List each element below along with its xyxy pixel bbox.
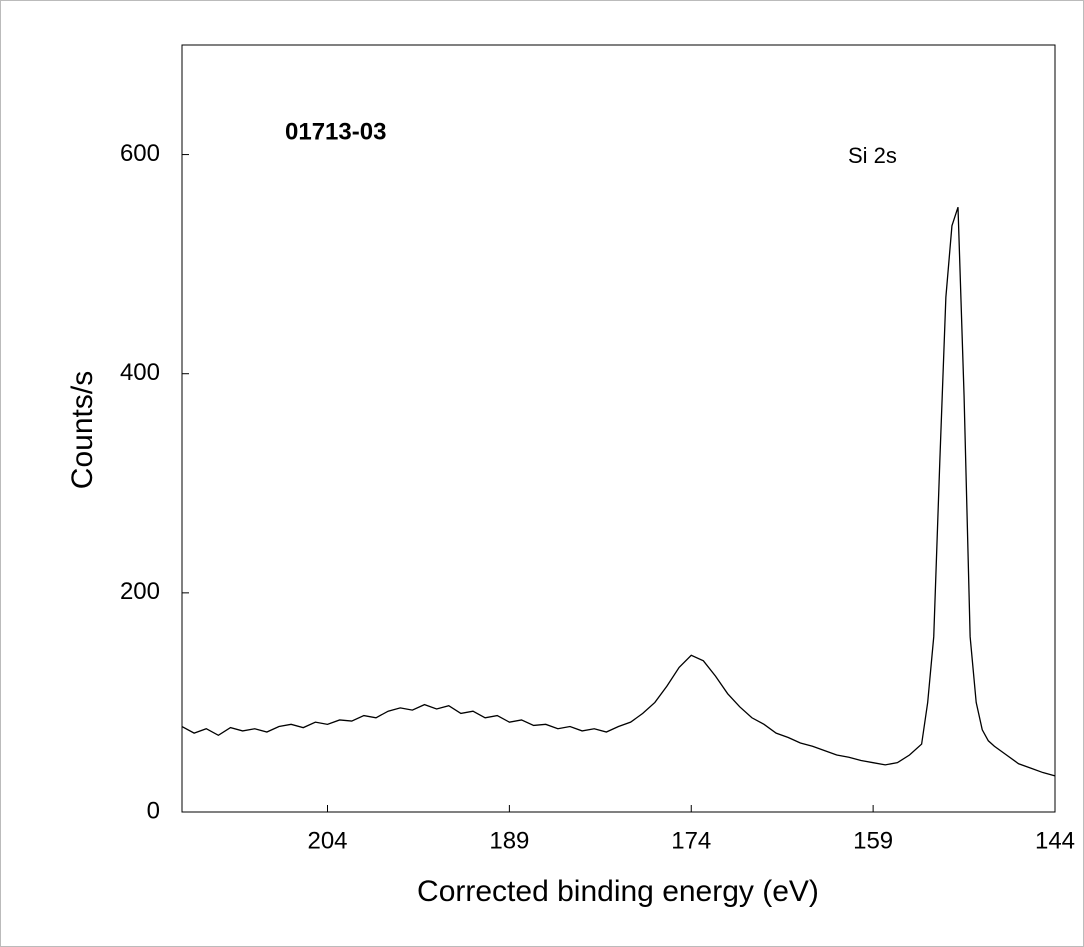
x-tick-label: 189	[489, 827, 529, 854]
peak-label: Si 2s	[848, 143, 897, 168]
y-tick-label: 400	[120, 359, 160, 386]
y-tick-label: 200	[120, 578, 160, 605]
y-axis-label: Counts/s	[66, 371, 99, 489]
x-tick-label: 174	[671, 827, 711, 854]
y-tick-label: 0	[147, 797, 160, 824]
sample-label: 01713-03	[285, 118, 386, 145]
x-tick-label: 204	[307, 827, 347, 854]
y-tick-label: 600	[120, 140, 160, 167]
spectrum-line	[181, 206, 1056, 777]
x-tick-label: 159	[853, 827, 893, 854]
x-tick-label: 144	[1035, 827, 1075, 854]
plot-area	[181, 44, 1056, 813]
x-axis-label: Corrected binding energy (eV)	[417, 875, 819, 908]
